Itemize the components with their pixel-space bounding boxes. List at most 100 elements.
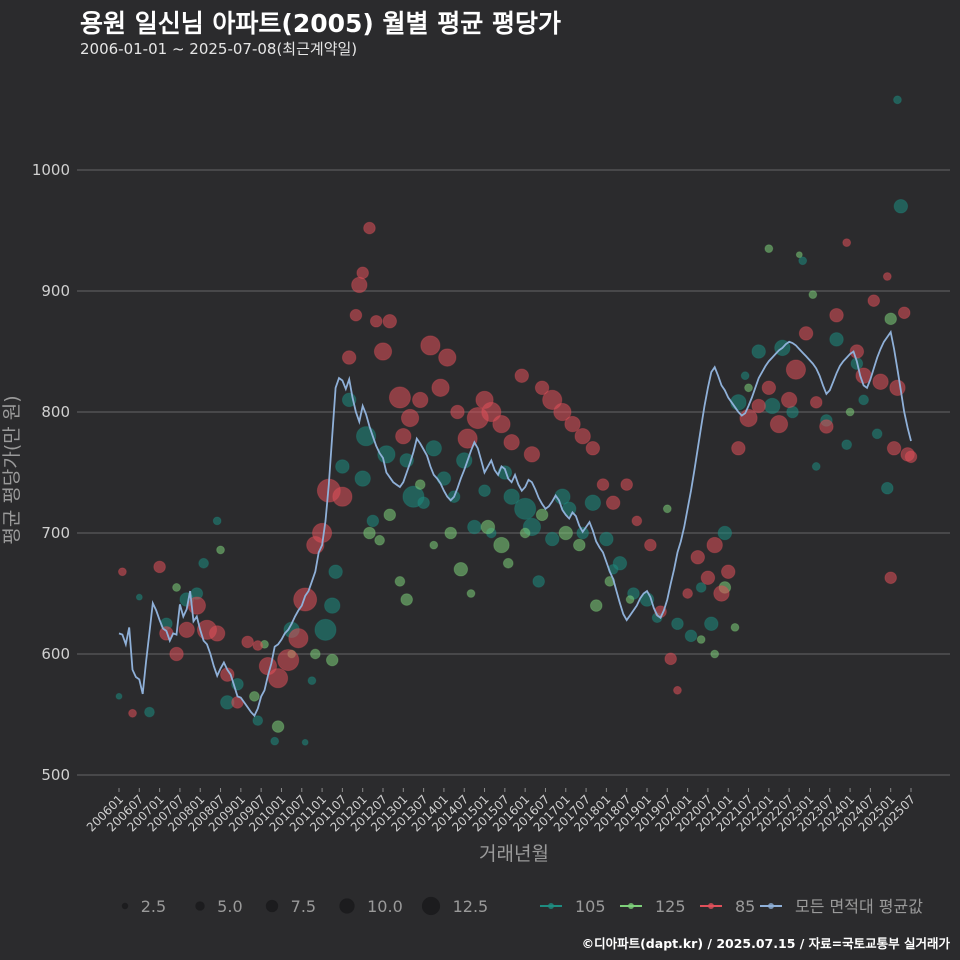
point-105 xyxy=(881,481,894,495)
point-85 xyxy=(267,668,289,689)
point-85 xyxy=(431,378,450,397)
point-105 xyxy=(212,516,222,526)
point-105 xyxy=(871,428,883,440)
point-85 xyxy=(514,368,530,383)
y-tick-label: 1000 xyxy=(32,161,70,179)
size-legend-dot xyxy=(195,901,205,911)
color-legend-dot xyxy=(548,903,554,909)
color-legend-label: 모든 면적대 평균값 xyxy=(795,897,923,916)
point-105 xyxy=(532,575,545,588)
point-105 xyxy=(798,256,808,266)
color-legend-dot xyxy=(768,903,774,909)
point-85 xyxy=(412,391,429,409)
point-125 xyxy=(662,504,672,514)
point-85 xyxy=(809,396,823,409)
chart-subtitle: 2006-01-01 ~ 2025-07-08(최근계약일) xyxy=(80,40,358,58)
point-85 xyxy=(884,571,897,585)
point-125 xyxy=(309,648,321,660)
size-legend-dot xyxy=(265,899,279,913)
point-105 xyxy=(115,692,123,700)
point-85 xyxy=(363,221,376,235)
point-85 xyxy=(351,276,368,294)
point-125 xyxy=(845,407,855,417)
point-105 xyxy=(198,557,209,569)
point-105 xyxy=(717,525,733,541)
point-105 xyxy=(599,531,614,547)
point-85 xyxy=(169,646,184,662)
point-125 xyxy=(808,290,818,300)
point-125 xyxy=(429,540,439,550)
y-tick-label: 700 xyxy=(41,524,70,542)
point-85 xyxy=(644,538,657,552)
point-125 xyxy=(696,635,706,644)
point-85 xyxy=(457,428,478,449)
point-85 xyxy=(872,373,889,390)
point-105 xyxy=(730,394,747,411)
point-85 xyxy=(574,428,591,445)
point-125 xyxy=(535,508,549,522)
point-125 xyxy=(374,534,385,546)
point-85 xyxy=(739,408,758,428)
point-85 xyxy=(682,588,693,599)
point-85 xyxy=(842,238,852,248)
point-105 xyxy=(354,470,371,487)
point-85 xyxy=(277,649,300,672)
point-85 xyxy=(153,560,166,574)
point-85 xyxy=(690,549,706,565)
point-85 xyxy=(585,441,601,456)
point-85 xyxy=(882,272,892,281)
point-85 xyxy=(349,308,363,322)
point-125 xyxy=(271,720,285,733)
point-85 xyxy=(720,564,736,579)
point-125 xyxy=(400,593,413,606)
point-105 xyxy=(544,531,560,547)
size-legend-dot xyxy=(339,898,355,914)
y-axis-label: 평균 평당가(만 원) xyxy=(1,395,23,544)
point-85 xyxy=(252,640,264,651)
point-105 xyxy=(314,618,337,641)
point-105 xyxy=(829,332,844,347)
point-125 xyxy=(502,557,514,569)
point-105 xyxy=(695,582,707,593)
point-85 xyxy=(780,391,798,409)
point-85 xyxy=(631,515,643,527)
y-tick-labels: 500 600 700 800 900 1000 xyxy=(32,161,70,784)
point-125 xyxy=(172,583,181,592)
point-105 xyxy=(704,616,719,631)
chart-title: 용원 일신님 아파트(2005) 월별 평균 평당가 xyxy=(80,9,561,38)
point-105 xyxy=(584,494,602,511)
point-85 xyxy=(700,570,716,586)
point-125 xyxy=(884,312,897,326)
y-gridlines xyxy=(77,169,950,776)
point-85 xyxy=(706,536,723,554)
size-legend-label: 10.0 xyxy=(367,897,403,916)
point-105 xyxy=(335,459,350,474)
point-85 xyxy=(829,307,844,323)
point-85 xyxy=(388,386,411,409)
point-105 xyxy=(417,496,430,510)
point-105 xyxy=(144,706,155,718)
size-legend-label: 12.5 xyxy=(453,897,489,916)
point-85 xyxy=(819,419,834,434)
point-125 xyxy=(744,383,753,393)
average-line-group xyxy=(118,329,912,718)
point-85 xyxy=(178,621,195,638)
point-85 xyxy=(886,441,902,456)
point-105 xyxy=(858,394,869,406)
x-axis-label: 거래년월 xyxy=(479,843,549,865)
point-105 xyxy=(328,564,343,579)
point-105 xyxy=(270,736,280,746)
point-125 xyxy=(493,536,510,554)
point-105 xyxy=(514,497,537,520)
size-legend-label: 5.0 xyxy=(217,897,242,916)
point-125 xyxy=(519,527,531,539)
x-tick-labels: 2006012006072007012007072008012008072009… xyxy=(84,788,918,835)
point-105 xyxy=(751,344,766,359)
point-105 xyxy=(811,462,821,471)
color-legend-dot xyxy=(708,903,714,909)
size-legend-label: 7.5 xyxy=(291,897,316,916)
y-tick-label: 600 xyxy=(41,645,70,663)
point-85 xyxy=(904,450,918,464)
point-85 xyxy=(400,408,420,428)
